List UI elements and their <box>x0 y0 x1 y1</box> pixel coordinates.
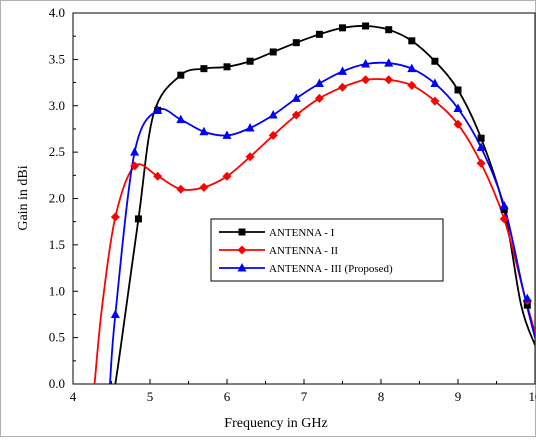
data-point-antenna-1 <box>431 58 438 65</box>
data-point-antenna-1 <box>339 24 346 31</box>
data-point-antenna-1 <box>247 58 254 65</box>
data-point-antenna-1 <box>316 31 323 38</box>
x-tick-label: 6 <box>224 389 231 404</box>
data-point-antenna-1 <box>478 135 485 142</box>
data-point-antenna-1 <box>408 37 415 44</box>
data-point-antenna-1 <box>200 65 207 72</box>
y-tick-label: 3.5 <box>49 51 65 66</box>
y-tick-label: 0.5 <box>49 330 65 345</box>
y-tick-label: 3.0 <box>49 98 65 113</box>
data-point-antenna-1 <box>362 22 369 29</box>
y-tick-label: 0.0 <box>49 376 65 391</box>
legend-label-antenna-3: ANTENNA - III (Proposed) <box>269 263 393 275</box>
data-point-antenna-1 <box>293 39 300 46</box>
data-point-antenna-1 <box>177 72 184 79</box>
legend-marker-antenna-1 <box>239 229 246 236</box>
y-tick-label: 1.0 <box>49 283 65 298</box>
x-axis-title: Frequency in GHz <box>224 416 327 431</box>
x-tick-label: 10 <box>529 389 536 404</box>
legend: ANTENNA - I ANTENNA - II ANTENNA - III (Pr… <box>211 219 443 281</box>
y-axis-title: Gain in dBi <box>16 165 31 230</box>
x-tick-label: 4 <box>70 389 77 404</box>
x-tick-label: 9 <box>455 389 462 404</box>
data-point-antenna-1 <box>270 48 277 55</box>
data-point-antenna-1 <box>455 86 462 93</box>
legend-label-antenna-1: ANTENNA - I <box>269 227 335 239</box>
legend-label-antenna-2: ANTENNA - II <box>269 245 338 257</box>
y-tick-label: 4.0 <box>49 5 65 20</box>
x-tick-label: 8 <box>378 389 385 404</box>
x-tick-label: 5 <box>147 389 154 404</box>
data-point-antenna-1 <box>385 26 392 33</box>
y-tick-label: 2.0 <box>49 191 65 206</box>
y-tick-label: 2.5 <box>49 144 65 159</box>
data-point-antenna-1 <box>135 215 142 222</box>
y-tick-label: 1.5 <box>49 237 65 252</box>
data-point-antenna-1 <box>224 63 231 70</box>
x-tick-label: 7 <box>301 389 308 404</box>
